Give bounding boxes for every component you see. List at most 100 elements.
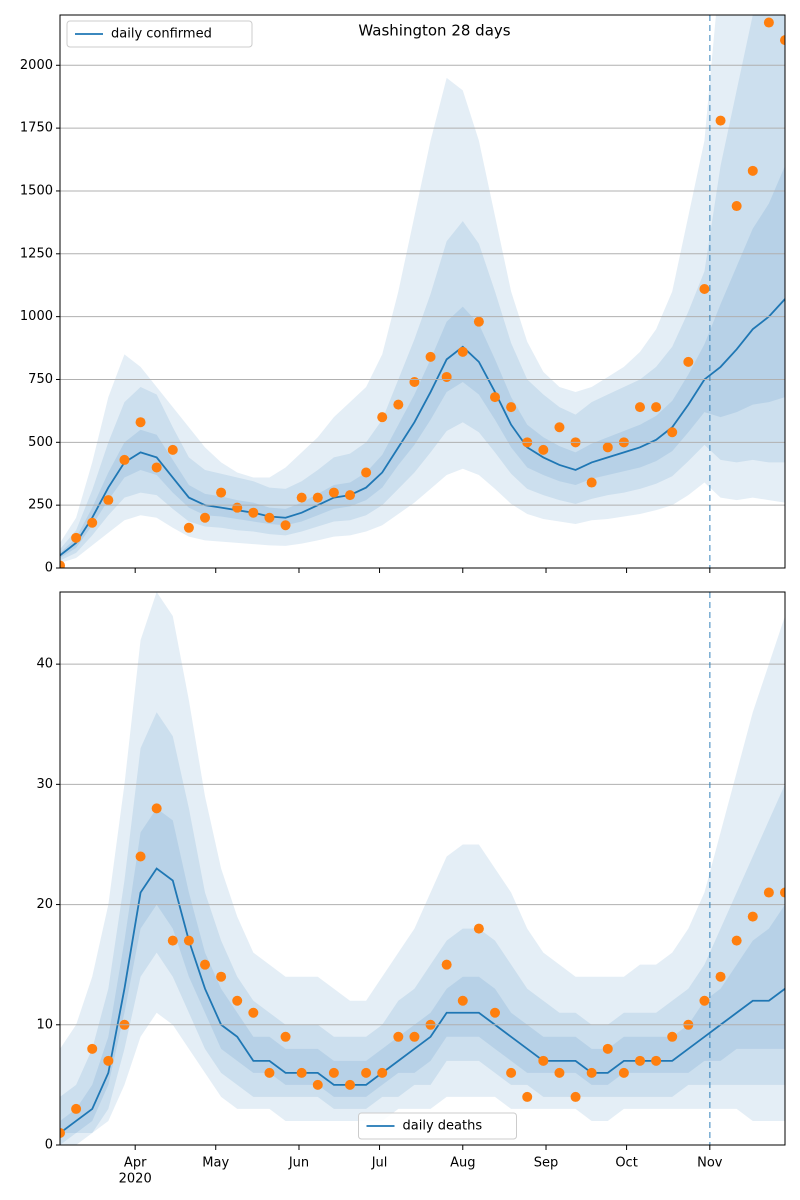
data-point (71, 532, 82, 543)
data-point (167, 935, 178, 946)
data-point (361, 1067, 372, 1078)
data-point (699, 995, 710, 1006)
data-point (87, 1043, 98, 1054)
data-point (506, 402, 517, 413)
data-point (554, 422, 565, 433)
data-point (345, 490, 355, 501)
data-point (60, 1127, 65, 1138)
data-point (409, 1031, 420, 1042)
data-point (216, 487, 227, 498)
data-point (731, 935, 742, 946)
data-point (377, 1067, 388, 1078)
data-point (586, 477, 597, 488)
data-point (280, 1031, 291, 1042)
data-point (635, 1055, 645, 1066)
data-point (151, 462, 162, 473)
band (60, 15, 785, 563)
band (60, 15, 785, 561)
data-point (248, 1007, 259, 1018)
data-point (296, 492, 307, 503)
data-point (457, 346, 468, 357)
band (60, 712, 785, 1145)
data-point (538, 1055, 549, 1066)
data-point (151, 803, 162, 814)
data-point (216, 971, 227, 982)
data-point (763, 17, 774, 28)
data-point (490, 1007, 500, 1018)
y-tick-label: 0 (45, 561, 53, 576)
data-point (441, 959, 452, 970)
y-tick-label: 1750 (20, 121, 53, 136)
data-point (264, 1067, 275, 1078)
x-tick-label: Aug (450, 1156, 475, 1171)
x-tick-label: Nov (697, 1156, 723, 1171)
data-point (586, 1067, 597, 1078)
data-point (377, 412, 388, 423)
data-point (618, 1067, 629, 1078)
data-point (103, 495, 114, 506)
data-point (328, 487, 339, 498)
plot-area (60, 592, 785, 1145)
data-point (651, 402, 662, 413)
legend-box (66, 20, 253, 48)
data-point (200, 959, 210, 970)
data-point (780, 35, 785, 46)
data-point (506, 1067, 517, 1078)
data-point (473, 316, 484, 327)
x-tick-label: Oct (615, 1156, 637, 1171)
data-point (183, 935, 194, 946)
y-tick-label: 2000 (20, 58, 53, 73)
data-point (683, 356, 694, 367)
data-point (361, 467, 372, 478)
x-tick-label: May (202, 1156, 229, 1171)
y-tick-label: 0 (45, 1138, 53, 1153)
legend-box (358, 1112, 517, 1140)
data-point (538, 444, 549, 455)
data-point (522, 1091, 533, 1102)
data-point (602, 1043, 613, 1054)
data-point (667, 427, 678, 438)
x-year-label: 2020 (119, 1172, 152, 1187)
data-point (554, 1067, 565, 1078)
band (60, 592, 785, 1145)
data-point (71, 1103, 82, 1114)
data-point (312, 1079, 323, 1090)
data-point (602, 442, 613, 453)
data-point (667, 1031, 678, 1042)
x-tick-label: Jun (288, 1156, 309, 1171)
data-point (747, 911, 758, 922)
y-tick-label: 1250 (20, 246, 53, 261)
data-point (393, 1031, 404, 1042)
x-tick-label: Sep (534, 1156, 559, 1171)
data-point (699, 283, 710, 294)
data-point (296, 1067, 307, 1078)
y-tick-label: 500 (28, 435, 53, 450)
data-point (60, 560, 65, 568)
y-tick-label: 30 (36, 777, 53, 792)
band (60, 165, 785, 558)
data-point (167, 444, 178, 455)
data-point (473, 923, 484, 934)
y-tick-label: 40 (36, 657, 53, 672)
data-point (635, 402, 645, 413)
x-tick-label: Apr (124, 1156, 147, 1171)
axes-frame (59, 14, 786, 569)
data-point (393, 399, 404, 410)
legend-label: daily confirmed (111, 27, 212, 42)
data-point (747, 165, 758, 176)
y-tick-label: 750 (28, 372, 53, 387)
data-point (570, 1091, 581, 1102)
x-tick-label: Jul (371, 1156, 388, 1171)
data-point (409, 376, 420, 387)
data-point (232, 995, 243, 1006)
legend-label: daily deaths (403, 1119, 483, 1134)
y-tick-label: 20 (36, 897, 53, 912)
chart-title: Washington 28 days (358, 22, 510, 40)
data-point (490, 392, 500, 403)
plot-area (60, 15, 785, 568)
data-point (200, 512, 210, 523)
data-point (731, 201, 742, 212)
series-line (60, 298, 785, 557)
